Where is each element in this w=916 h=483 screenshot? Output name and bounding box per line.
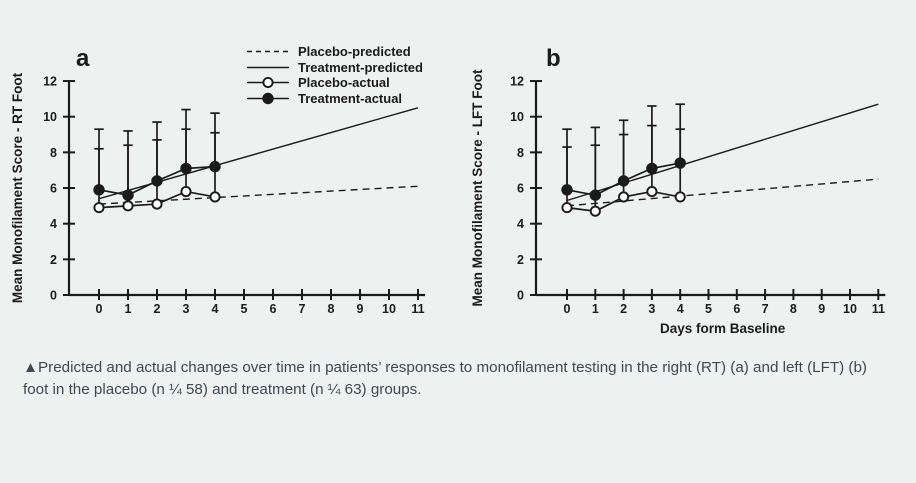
x-tick-label: 8	[790, 302, 797, 316]
y-tick-label: 6	[517, 182, 524, 196]
y-axis-label: Mean Monofilament Score - RT Foot	[10, 72, 25, 303]
legend-label: Treatment-predicted	[298, 59, 423, 75]
open-circle-marker	[674, 191, 686, 203]
y-tick-label: 2	[517, 253, 524, 267]
legend-label: Placebo-predicted	[298, 44, 411, 59]
x-tick-label: 11	[872, 302, 885, 316]
x-tick-label: 3	[648, 302, 655, 316]
legend: Placebo-predicted Treatment-predicted Plac…	[246, 44, 423, 106]
error-bars-treatment-actual	[562, 103, 685, 196]
open-circle-marker	[618, 191, 630, 203]
y-tick-label: 12	[510, 75, 524, 89]
y-tick-label: 4	[50, 217, 57, 231]
filled-circle-marker-icon	[262, 92, 274, 104]
x-tick-label: 9	[357, 302, 364, 316]
legend-item: Treatment-predicted	[246, 60, 423, 75]
filled-circle-marker	[617, 175, 630, 187]
open-circle-marker	[561, 202, 573, 214]
y-tick-label: 0	[517, 289, 524, 303]
x-tick-label: 2	[620, 302, 627, 316]
x-tick-label: 1	[125, 302, 132, 316]
open-circle-marker	[93, 202, 105, 214]
series-line-treatment-predicted	[566, 103, 879, 202]
filled-circle-line-icon	[247, 92, 289, 104]
legend-item: Treatment-actual	[246, 91, 423, 106]
x-tick-label: 5	[705, 302, 712, 316]
x-tick-label: 0	[96, 302, 103, 316]
panel-letter: a	[76, 45, 90, 72]
open-circle-line-icon	[247, 76, 289, 89]
y-axis-label: Mean Monofilament Score - LFT Foot	[470, 69, 485, 306]
figure-caption: ▲Predicted and actual changes over time …	[23, 359, 867, 398]
open-circle-marker	[646, 186, 658, 198]
solid-line-icon	[247, 66, 289, 68]
filled-circle-marker	[589, 189, 602, 201]
open-circle-marker	[589, 205, 601, 217]
y-tick-label: 8	[517, 146, 524, 160]
legend-item: Placebo-predicted	[246, 44, 423, 59]
x-tick-label: 7	[762, 302, 769, 316]
filled-circle-marker	[209, 160, 221, 173]
open-circle-marker	[122, 200, 134, 212]
legend-label: Treatment-actual	[298, 90, 403, 106]
y-tick-label: 10	[510, 110, 524, 124]
y-tick-label: 6	[50, 182, 57, 196]
error-bars-treatment-actual	[94, 108, 220, 196]
filled-circle-marker	[674, 157, 686, 169]
x-tick-label: 6	[270, 302, 277, 316]
x-tick-label: 10	[382, 302, 396, 316]
x-tick-label: 0	[564, 302, 571, 316]
x-tick-label: 1	[592, 302, 599, 316]
series-line-placebo-predicted	[566, 178, 879, 207]
filled-circle-markers-treatment-actual	[561, 157, 686, 201]
open-circle-markers-placebo-actual	[93, 186, 221, 214]
x-tick-label: 6	[733, 302, 740, 316]
x-tick-label: 5	[241, 302, 248, 316]
series-line-placebo-predicted	[98, 185, 419, 205]
filled-circle-marker	[93, 184, 105, 196]
open-circle-marker	[151, 198, 163, 210]
legend-label: Placebo-actual	[298, 75, 390, 90]
panel-letter: b	[546, 45, 561, 72]
x-axis-label: Days form Baseline	[660, 321, 786, 336]
dashed-line-icon	[247, 50, 289, 53]
y-tick-label: 10	[43, 110, 57, 124]
x-tick-label: 4	[212, 302, 219, 316]
y-tick-label: 2	[50, 253, 57, 267]
filled-circle-marker	[122, 189, 134, 201]
x-tick-label: 9	[818, 302, 825, 316]
x-tick-label: 11	[411, 302, 424, 316]
filled-circle-markers-treatment-actual	[93, 160, 221, 201]
filled-circle-marker	[180, 162, 192, 175]
y-tick-label: 8	[50, 146, 57, 160]
y-tick-label: 0	[50, 289, 57, 303]
filled-circle-marker	[561, 184, 573, 196]
open-circle-markers-placebo-actual	[561, 186, 686, 217]
legend-item: Placebo-actual	[246, 75, 423, 90]
x-tick-label: 8	[328, 302, 335, 316]
x-tick-label: 2	[154, 302, 161, 316]
x-tick-label: 3	[183, 302, 190, 316]
filled-circle-marker	[646, 162, 658, 175]
x-tick-label: 10	[843, 302, 857, 316]
x-tick-label: 7	[299, 302, 306, 316]
x-tick-label: 4	[677, 302, 684, 316]
y-tick-label: 12	[43, 75, 57, 89]
open-circle-marker	[209, 191, 221, 203]
y-tick-label: 4	[517, 217, 524, 231]
open-circle-marker	[180, 186, 192, 198]
filled-circle-marker	[151, 175, 163, 187]
open-circle-marker-icon	[262, 76, 274, 89]
